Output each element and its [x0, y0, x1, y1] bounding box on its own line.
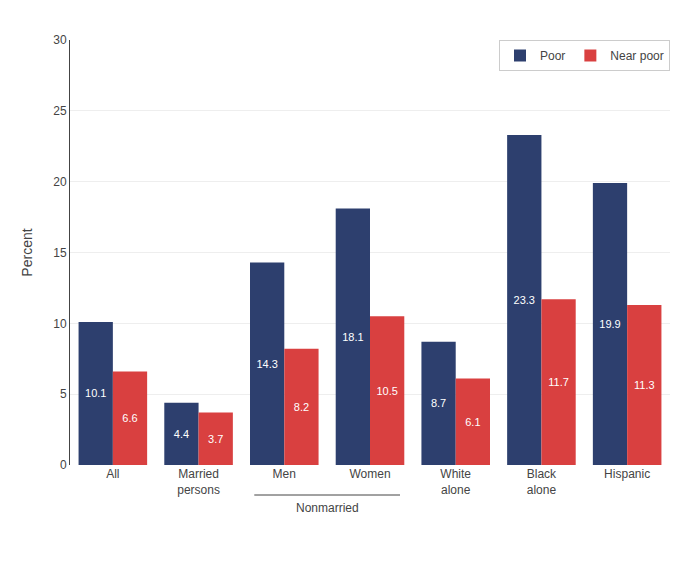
svg-text:30: 30: [53, 33, 67, 47]
svg-text:8.2: 8.2: [294, 401, 309, 413]
svg-text:All: All: [106, 467, 119, 481]
svg-text:10: 10: [53, 317, 67, 331]
svg-text:19.9: 19.9: [599, 318, 620, 330]
svg-text:8.7: 8.7: [431, 397, 446, 409]
svg-text:6.6: 6.6: [122, 412, 137, 424]
svg-text:Poor: Poor: [540, 49, 565, 63]
svg-text:15: 15: [53, 246, 67, 260]
svg-text:6.1: 6.1: [465, 416, 480, 428]
svg-text:20: 20: [53, 175, 67, 189]
svg-text:25: 25: [53, 104, 67, 118]
svg-text:Hispanic: Hispanic: [604, 467, 650, 481]
svg-text:10.1: 10.1: [85, 387, 106, 399]
svg-text:Whitealone: Whitealone: [440, 467, 471, 497]
svg-text:4.4: 4.4: [174, 428, 189, 440]
svg-text:Near poor: Near poor: [610, 49, 663, 63]
svg-text:18.1: 18.1: [342, 331, 363, 343]
svg-text:3.7: 3.7: [208, 433, 223, 445]
svg-text:0: 0: [60, 458, 67, 472]
svg-text:Nonmarried: Nonmarried: [296, 501, 359, 515]
svg-text:14.3: 14.3: [256, 358, 277, 370]
svg-text:Women: Women: [349, 467, 390, 481]
svg-text:11.7: 11.7: [548, 376, 569, 388]
svg-text:11.3: 11.3: [634, 379, 655, 391]
svg-text:Men: Men: [273, 467, 296, 481]
svg-text:Blackalone: Blackalone: [527, 467, 557, 497]
svg-text:5: 5: [60, 387, 67, 401]
svg-text:10.5: 10.5: [376, 385, 397, 397]
svg-text:23.3: 23.3: [514, 294, 535, 306]
svg-text:Marriedpersons: Marriedpersons: [177, 467, 220, 497]
svg-text:Percent: Percent: [19, 228, 35, 276]
